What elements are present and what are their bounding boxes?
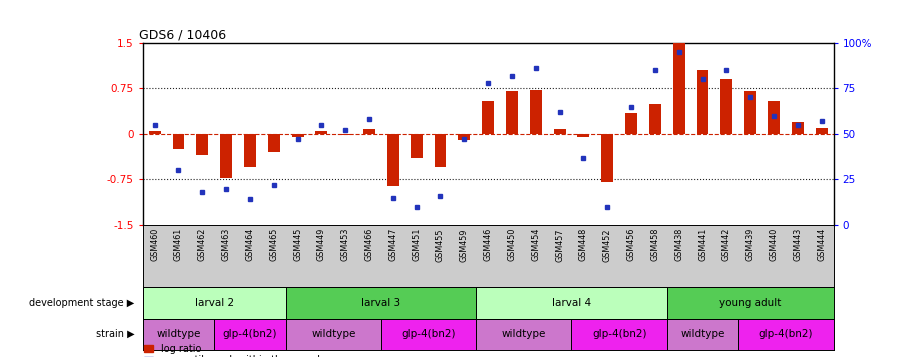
Text: GSM443: GSM443: [793, 228, 802, 261]
Bar: [244, 134, 256, 167]
Bar: [739, 319, 834, 350]
Text: wildtype: wildtype: [157, 329, 201, 339]
Bar: [768, 101, 780, 134]
Text: GSM459: GSM459: [460, 228, 469, 262]
Bar: [483, 101, 494, 134]
Bar: [720, 79, 732, 134]
Text: GSM461: GSM461: [174, 228, 183, 261]
Text: GSM462: GSM462: [198, 228, 207, 261]
Text: GSM441: GSM441: [698, 228, 707, 261]
Bar: [315, 131, 327, 134]
Bar: [667, 319, 739, 350]
Bar: [744, 91, 756, 134]
Bar: [143, 287, 286, 319]
Text: glp-4(bn2): glp-4(bn2): [759, 329, 813, 339]
Text: GSM456: GSM456: [626, 228, 635, 261]
Text: larval 3: larval 3: [361, 298, 401, 308]
Text: GSM455: GSM455: [436, 228, 445, 262]
Text: larval 2: larval 2: [194, 298, 234, 308]
Text: GSM439: GSM439: [746, 228, 754, 261]
Bar: [792, 122, 804, 134]
Bar: [459, 134, 471, 140]
Text: GSM463: GSM463: [222, 228, 230, 261]
Text: GSM445: GSM445: [293, 228, 302, 261]
Text: GSM451: GSM451: [413, 228, 421, 261]
Bar: [381, 319, 476, 350]
Bar: [506, 91, 518, 134]
Bar: [667, 287, 834, 319]
Bar: [172, 134, 184, 149]
Text: GSM465: GSM465: [269, 228, 278, 261]
Bar: [286, 287, 476, 319]
Bar: [148, 131, 160, 134]
Text: larval 4: larval 4: [552, 298, 591, 308]
Text: GSM438: GSM438: [674, 228, 683, 261]
Text: wildtype: wildtype: [311, 329, 356, 339]
Bar: [672, 25, 684, 134]
Text: GSM442: GSM442: [722, 228, 731, 261]
Text: GSM449: GSM449: [317, 228, 326, 261]
Text: GSM454: GSM454: [531, 228, 541, 261]
Bar: [530, 90, 542, 134]
Bar: [363, 129, 375, 134]
Bar: [411, 134, 423, 158]
Text: GSM440: GSM440: [769, 228, 778, 261]
Bar: [196, 134, 208, 155]
Text: GDS6 / 10406: GDS6 / 10406: [139, 29, 227, 42]
Text: GSM460: GSM460: [150, 228, 159, 261]
Text: GSM453: GSM453: [341, 228, 350, 261]
Text: glp-4(bn2): glp-4(bn2): [402, 329, 456, 339]
Text: young adult: young adult: [719, 298, 781, 308]
Bar: [476, 319, 572, 350]
Text: GSM448: GSM448: [579, 228, 588, 261]
Text: GSM457: GSM457: [555, 228, 564, 262]
Text: GSM450: GSM450: [507, 228, 517, 261]
Bar: [577, 134, 589, 137]
Text: GSM444: GSM444: [817, 228, 826, 261]
Bar: [215, 319, 286, 350]
Bar: [476, 287, 667, 319]
Bar: [268, 134, 280, 152]
Bar: [649, 104, 661, 134]
Text: GSM464: GSM464: [245, 228, 254, 261]
Bar: [816, 128, 828, 134]
Bar: [696, 70, 708, 134]
Bar: [601, 134, 613, 182]
Bar: [387, 134, 399, 186]
Bar: [339, 134, 351, 135]
Text: GSM447: GSM447: [389, 228, 397, 261]
Bar: [572, 319, 667, 350]
Bar: [554, 129, 565, 134]
Legend: log ratio, percentile rank within the sample: log ratio, percentile rank within the sa…: [143, 342, 326, 357]
Text: GSM466: GSM466: [365, 228, 374, 261]
Bar: [435, 134, 447, 167]
Text: development stage ▶: development stage ▶: [29, 298, 134, 308]
Text: glp-4(bn2): glp-4(bn2): [592, 329, 647, 339]
Text: GSM452: GSM452: [602, 228, 612, 262]
Bar: [220, 134, 232, 178]
Bar: [286, 319, 381, 350]
Text: wildtype: wildtype: [681, 329, 725, 339]
Bar: [625, 113, 637, 134]
Text: GSM458: GSM458: [650, 228, 659, 261]
Text: wildtype: wildtype: [502, 329, 546, 339]
Text: glp-4(bn2): glp-4(bn2): [223, 329, 277, 339]
Bar: [292, 134, 304, 137]
Text: strain ▶: strain ▶: [96, 329, 134, 339]
Text: GSM446: GSM446: [484, 228, 493, 261]
Bar: [143, 319, 215, 350]
